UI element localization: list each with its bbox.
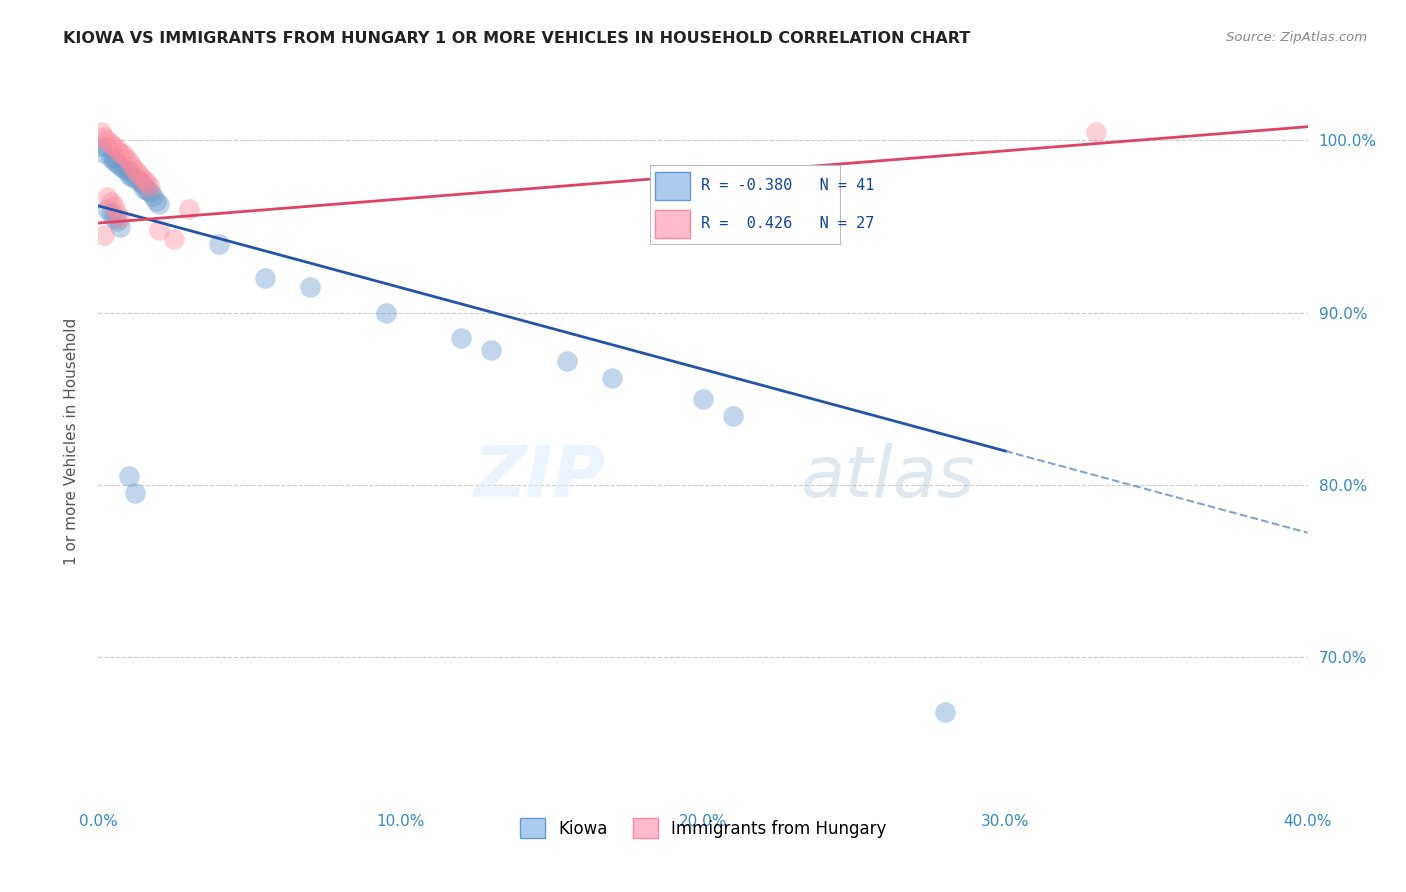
Text: Source: ZipAtlas.com: Source: ZipAtlas.com: [1226, 31, 1367, 45]
Point: [121, 159, 143, 173]
Point: [142, 188, 165, 202]
Bar: [655, 210, 690, 238]
Point: [555, 353, 578, 368]
Point: [163, 231, 186, 245]
Point: [103, 199, 125, 213]
Legend: Kiowa, Immigrants from Hungary: Kiowa, Immigrants from Hungary: [513, 812, 893, 845]
Point: [145, 194, 167, 208]
Point: [723, 409, 745, 423]
Point: [374, 305, 396, 319]
Point: [90, 125, 112, 139]
Point: [103, 211, 125, 225]
Point: [132, 182, 155, 196]
Point: [105, 214, 128, 228]
Point: [93, 130, 115, 145]
Point: [114, 162, 136, 177]
Point: [111, 147, 134, 161]
Point: [127, 166, 149, 180]
Y-axis label: 1 or more Vehicles in Household: 1 or more Vehicles in Household: [65, 318, 79, 566]
Point: [103, 138, 125, 153]
Point: [602, 371, 624, 385]
Point: [481, 343, 503, 358]
Point: [118, 154, 141, 169]
Text: KIOWA VS IMMIGRANTS FROM HUNGARY 1 OR MORE VEHICLES IN HOUSEHOLD CORRELATION CHA: KIOWA VS IMMIGRANTS FROM HUNGARY 1 OR MO…: [63, 31, 970, 46]
Point: [253, 271, 276, 285]
Point: [132, 173, 155, 187]
Point: [105, 206, 128, 220]
Point: [127, 173, 149, 187]
Point: [124, 171, 146, 186]
Point: [100, 151, 122, 165]
Point: [93, 145, 115, 160]
Point: [93, 228, 115, 243]
Point: [118, 168, 141, 182]
Point: [934, 705, 956, 719]
Point: [124, 486, 146, 500]
Point: [208, 236, 231, 251]
Point: [108, 145, 131, 160]
Text: ZIP: ZIP: [474, 443, 606, 512]
Text: R = -0.380   N = 41: R = -0.380 N = 41: [702, 178, 875, 193]
Point: [132, 178, 155, 193]
Point: [90, 138, 112, 153]
Point: [692, 392, 714, 406]
Point: [114, 151, 136, 165]
Point: [139, 180, 162, 194]
Point: [108, 219, 131, 234]
Point: [96, 190, 118, 204]
Point: [148, 223, 170, 237]
Point: [96, 140, 118, 154]
Point: [148, 197, 170, 211]
Point: [96, 202, 118, 217]
Point: [100, 136, 122, 151]
Point: [135, 183, 157, 197]
Point: [103, 154, 125, 169]
Point: [108, 159, 131, 173]
Point: [100, 195, 122, 210]
Point: [96, 133, 118, 147]
Point: [139, 185, 162, 199]
Text: R =  0.426   N = 27: R = 0.426 N = 27: [702, 216, 875, 231]
Point: [299, 279, 322, 293]
Point: [121, 169, 143, 184]
Point: [105, 156, 128, 170]
Point: [100, 206, 122, 220]
Point: [105, 142, 128, 156]
Point: [108, 211, 131, 225]
Point: [450, 331, 472, 345]
Bar: [655, 172, 690, 200]
Point: [124, 162, 146, 177]
Point: [1085, 125, 1108, 139]
Point: [135, 177, 157, 191]
Point: [129, 169, 152, 184]
Text: atlas: atlas: [800, 443, 974, 512]
Point: [103, 151, 125, 165]
Point: [179, 202, 201, 217]
Point: [118, 164, 141, 178]
Point: [111, 161, 134, 175]
Point: [129, 177, 152, 191]
Point: [118, 469, 141, 483]
